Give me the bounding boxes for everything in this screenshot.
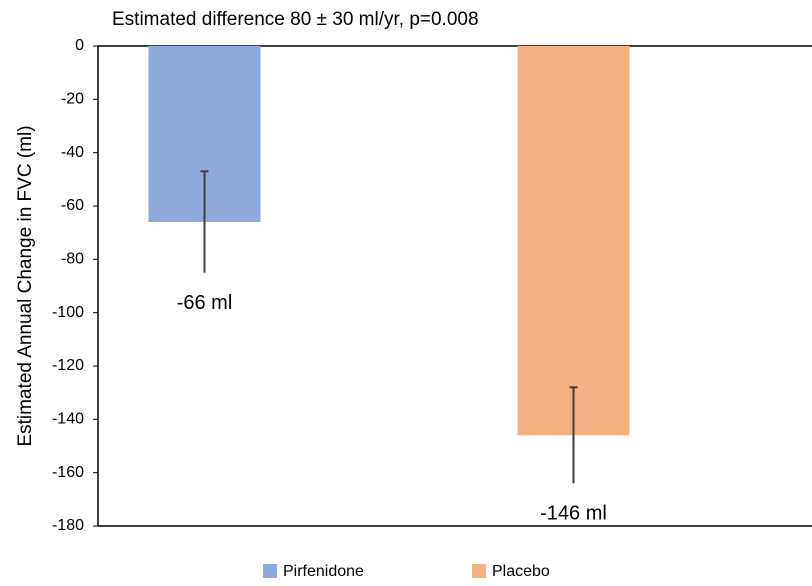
y-tick-label: -180 [52,517,84,534]
y-tick-label: -120 [52,357,84,374]
bar [517,46,630,436]
y-tick-label: -60 [61,197,84,214]
legend-swatch [472,564,486,578]
y-tick-label: -40 [61,144,84,161]
legend-label: Placebo [492,563,550,580]
y-tick-label: 0 [75,37,84,54]
y-tick-label: -100 [52,304,84,321]
y-axis-label: Estimated Annual Change in FVC (ml) [15,125,36,446]
data-label: -66 ml [177,292,233,314]
y-tick-label: -80 [61,251,84,268]
data-label: -146 ml [540,503,607,525]
y-tick-label: -20 [61,91,84,108]
legend-label: Pirfenidone [283,563,364,580]
y-tick-label: -160 [52,464,84,481]
y-tick-label: -140 [52,411,84,428]
legend-swatch [263,564,277,578]
chart-title: Estimated difference 80 ± 30 ml/yr, p=0.… [112,9,479,30]
